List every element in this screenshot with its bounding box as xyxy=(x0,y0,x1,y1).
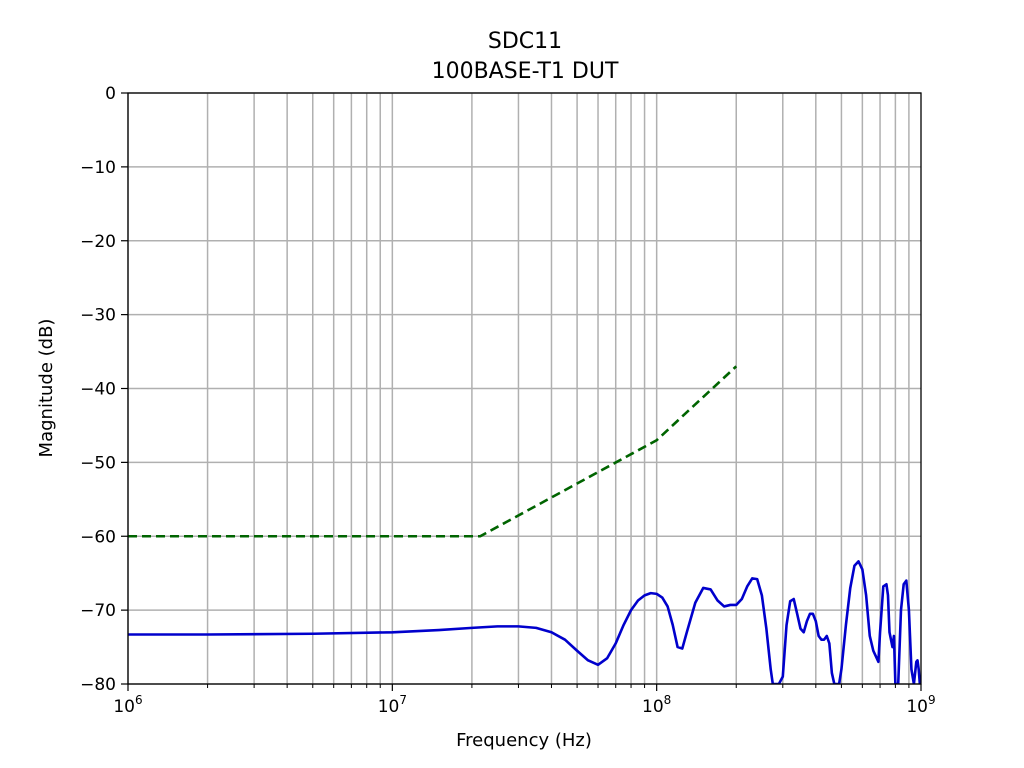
y-tick-label: −80 xyxy=(80,675,116,695)
y-tick-label: −50 xyxy=(80,453,116,473)
x-tick-label: 108 xyxy=(642,693,671,717)
measured-sdc11-line xyxy=(128,560,921,684)
y-tick-label: 0 xyxy=(105,84,116,104)
y-tick-label: −70 xyxy=(80,601,116,621)
x-tick-label: 106 xyxy=(113,693,142,717)
grid-lines xyxy=(127,92,921,685)
y-tick-label: −30 xyxy=(80,306,116,326)
chart-title: SDC11 xyxy=(488,29,562,54)
y-tick-label: −20 xyxy=(80,232,116,252)
y-tick-label: −60 xyxy=(80,527,116,547)
y-tick-label: −10 xyxy=(80,158,116,178)
x-tick-label: 109 xyxy=(906,693,935,717)
y-axis-label: Magnitude (dB) xyxy=(36,319,57,458)
limit-mask-line xyxy=(128,365,738,538)
x-tick-label: 107 xyxy=(378,693,407,717)
series-layer xyxy=(128,365,921,684)
y-tick-label: −40 xyxy=(80,380,116,400)
chart-subtitle: 100BASE-T1 DUT xyxy=(432,59,619,84)
x-axis-label: Frequency (Hz) xyxy=(456,730,592,751)
